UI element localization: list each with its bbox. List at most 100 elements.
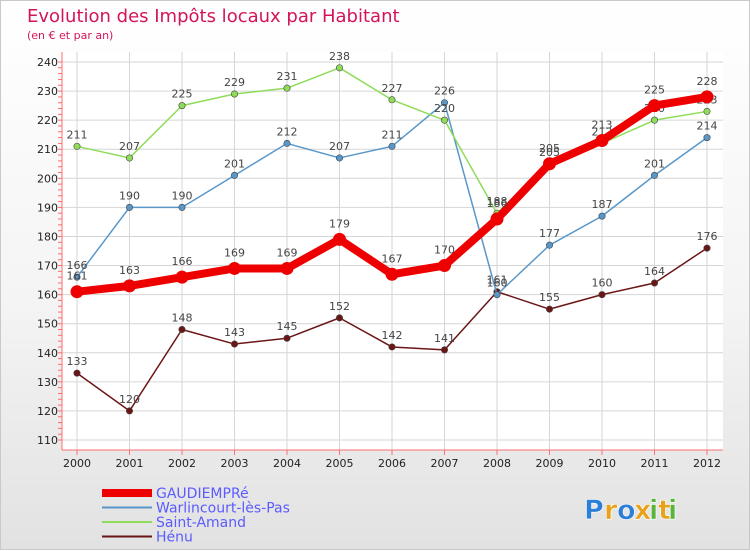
data-point <box>490 212 504 226</box>
data-label: 213 <box>592 119 613 132</box>
x-tick-label: 2000 <box>63 457 91 470</box>
data-point <box>388 142 396 150</box>
data-point <box>650 116 658 124</box>
series-gaudiempr-: 161 163 166 169 169 179 167 170 186 205 213 225 228 <box>67 75 718 299</box>
data-label: 205 <box>539 146 560 159</box>
x-tick-label: 2009 <box>536 457 564 470</box>
data-point <box>440 346 448 354</box>
data-label: 228 <box>697 75 718 88</box>
data-label: 133 <box>67 355 88 368</box>
data-point <box>73 142 81 150</box>
x-tick-label: 2011 <box>641 457 669 470</box>
data-label: 225 <box>172 88 193 101</box>
data-point <box>440 99 448 107</box>
x-tick-label: 2010 <box>588 457 616 470</box>
data-label: 187 <box>592 198 613 211</box>
logo-letter: t <box>658 495 671 526</box>
data-point <box>335 64 343 72</box>
logo-letter: r <box>604 495 618 526</box>
data-label: 211 <box>382 128 403 141</box>
data-label: 211 <box>67 128 88 141</box>
series-warlincourt-l-s-pas: 166 190 190 201 212 207 211 226 160 177 187 201 214 <box>67 85 718 299</box>
data-point <box>335 314 343 322</box>
data-point <box>175 270 189 284</box>
data-label: 161 <box>67 270 88 283</box>
data-label: 141 <box>434 332 455 345</box>
logo-letter: o <box>617 495 636 526</box>
data-point <box>650 279 658 287</box>
data-point <box>228 261 241 275</box>
data-label: 160 <box>487 277 508 290</box>
y-tick-label: 130 <box>37 376 58 389</box>
x-tick-label: 2001 <box>116 457 144 470</box>
data-point <box>703 244 711 252</box>
data-label: 201 <box>224 157 245 170</box>
data-label: 220 <box>434 102 455 115</box>
data-point <box>73 369 81 377</box>
logo-letter: i <box>668 495 677 526</box>
legend-label: GAUDIEMPRé <box>156 486 249 502</box>
logo-letter: i <box>649 495 658 526</box>
data-point <box>231 90 239 98</box>
y-tick-label: 170 <box>37 260 58 273</box>
data-point <box>545 241 553 249</box>
data-label: 212 <box>277 125 298 138</box>
data-label: 169 <box>277 246 298 259</box>
data-label: 166 <box>172 255 193 268</box>
data-point <box>598 291 606 299</box>
logo-letter: P <box>584 495 604 526</box>
data-point <box>126 154 134 162</box>
series-h-nu: 133 120 148 143 145 152 142 141 161 155 160 164 176 <box>67 230 718 415</box>
data-label: 164 <box>644 265 665 278</box>
data-label: 207 <box>119 140 140 153</box>
data-label: 229 <box>224 76 245 89</box>
y-tick-label: 160 <box>37 289 58 302</box>
data-label: 143 <box>224 326 245 339</box>
data-label: 207 <box>329 140 350 153</box>
data-label: 231 <box>277 70 298 83</box>
data-point <box>333 232 346 246</box>
data-point <box>598 212 606 220</box>
data-point <box>493 291 501 299</box>
data-label: 186 <box>487 197 508 210</box>
x-tick-label: 2012 <box>693 457 721 470</box>
data-point <box>283 84 291 92</box>
data-point <box>123 279 136 293</box>
x-tick-label: 2005 <box>326 457 354 470</box>
data-point <box>178 326 186 334</box>
data-point <box>545 305 553 313</box>
data-label: 238 <box>329 50 350 63</box>
data-point <box>178 102 186 110</box>
y-tick-label: 240 <box>37 56 58 69</box>
data-label: 179 <box>329 217 350 230</box>
legend-label: Hénu <box>156 530 193 546</box>
data-point <box>385 267 399 281</box>
y-tick-label: 190 <box>37 201 58 214</box>
x-tick-label: 2004 <box>273 457 301 470</box>
data-point <box>700 90 714 104</box>
data-point <box>335 154 343 162</box>
y-tick-label: 200 <box>37 172 58 185</box>
y-tick-label: 230 <box>37 85 58 98</box>
data-point <box>650 171 658 179</box>
data-point <box>126 203 134 211</box>
legend-label: Saint-Amand <box>156 515 246 531</box>
data-label: 227 <box>382 82 403 95</box>
data-point <box>543 157 556 171</box>
data-label: 188 <box>487 195 508 208</box>
data-label: 120 <box>119 393 140 406</box>
y-tick-label: 120 <box>37 405 58 418</box>
logo-letter: x <box>634 495 651 526</box>
data-label: 167 <box>382 252 403 265</box>
data-point <box>595 134 609 148</box>
chart-subtitle: (en € et par an) <box>27 29 113 42</box>
data-label: 170 <box>434 244 455 257</box>
data-point <box>126 407 134 415</box>
data-label: 225 <box>644 84 665 97</box>
data-label: 163 <box>119 264 140 277</box>
gridlines <box>62 52 723 450</box>
data-point <box>388 96 396 104</box>
